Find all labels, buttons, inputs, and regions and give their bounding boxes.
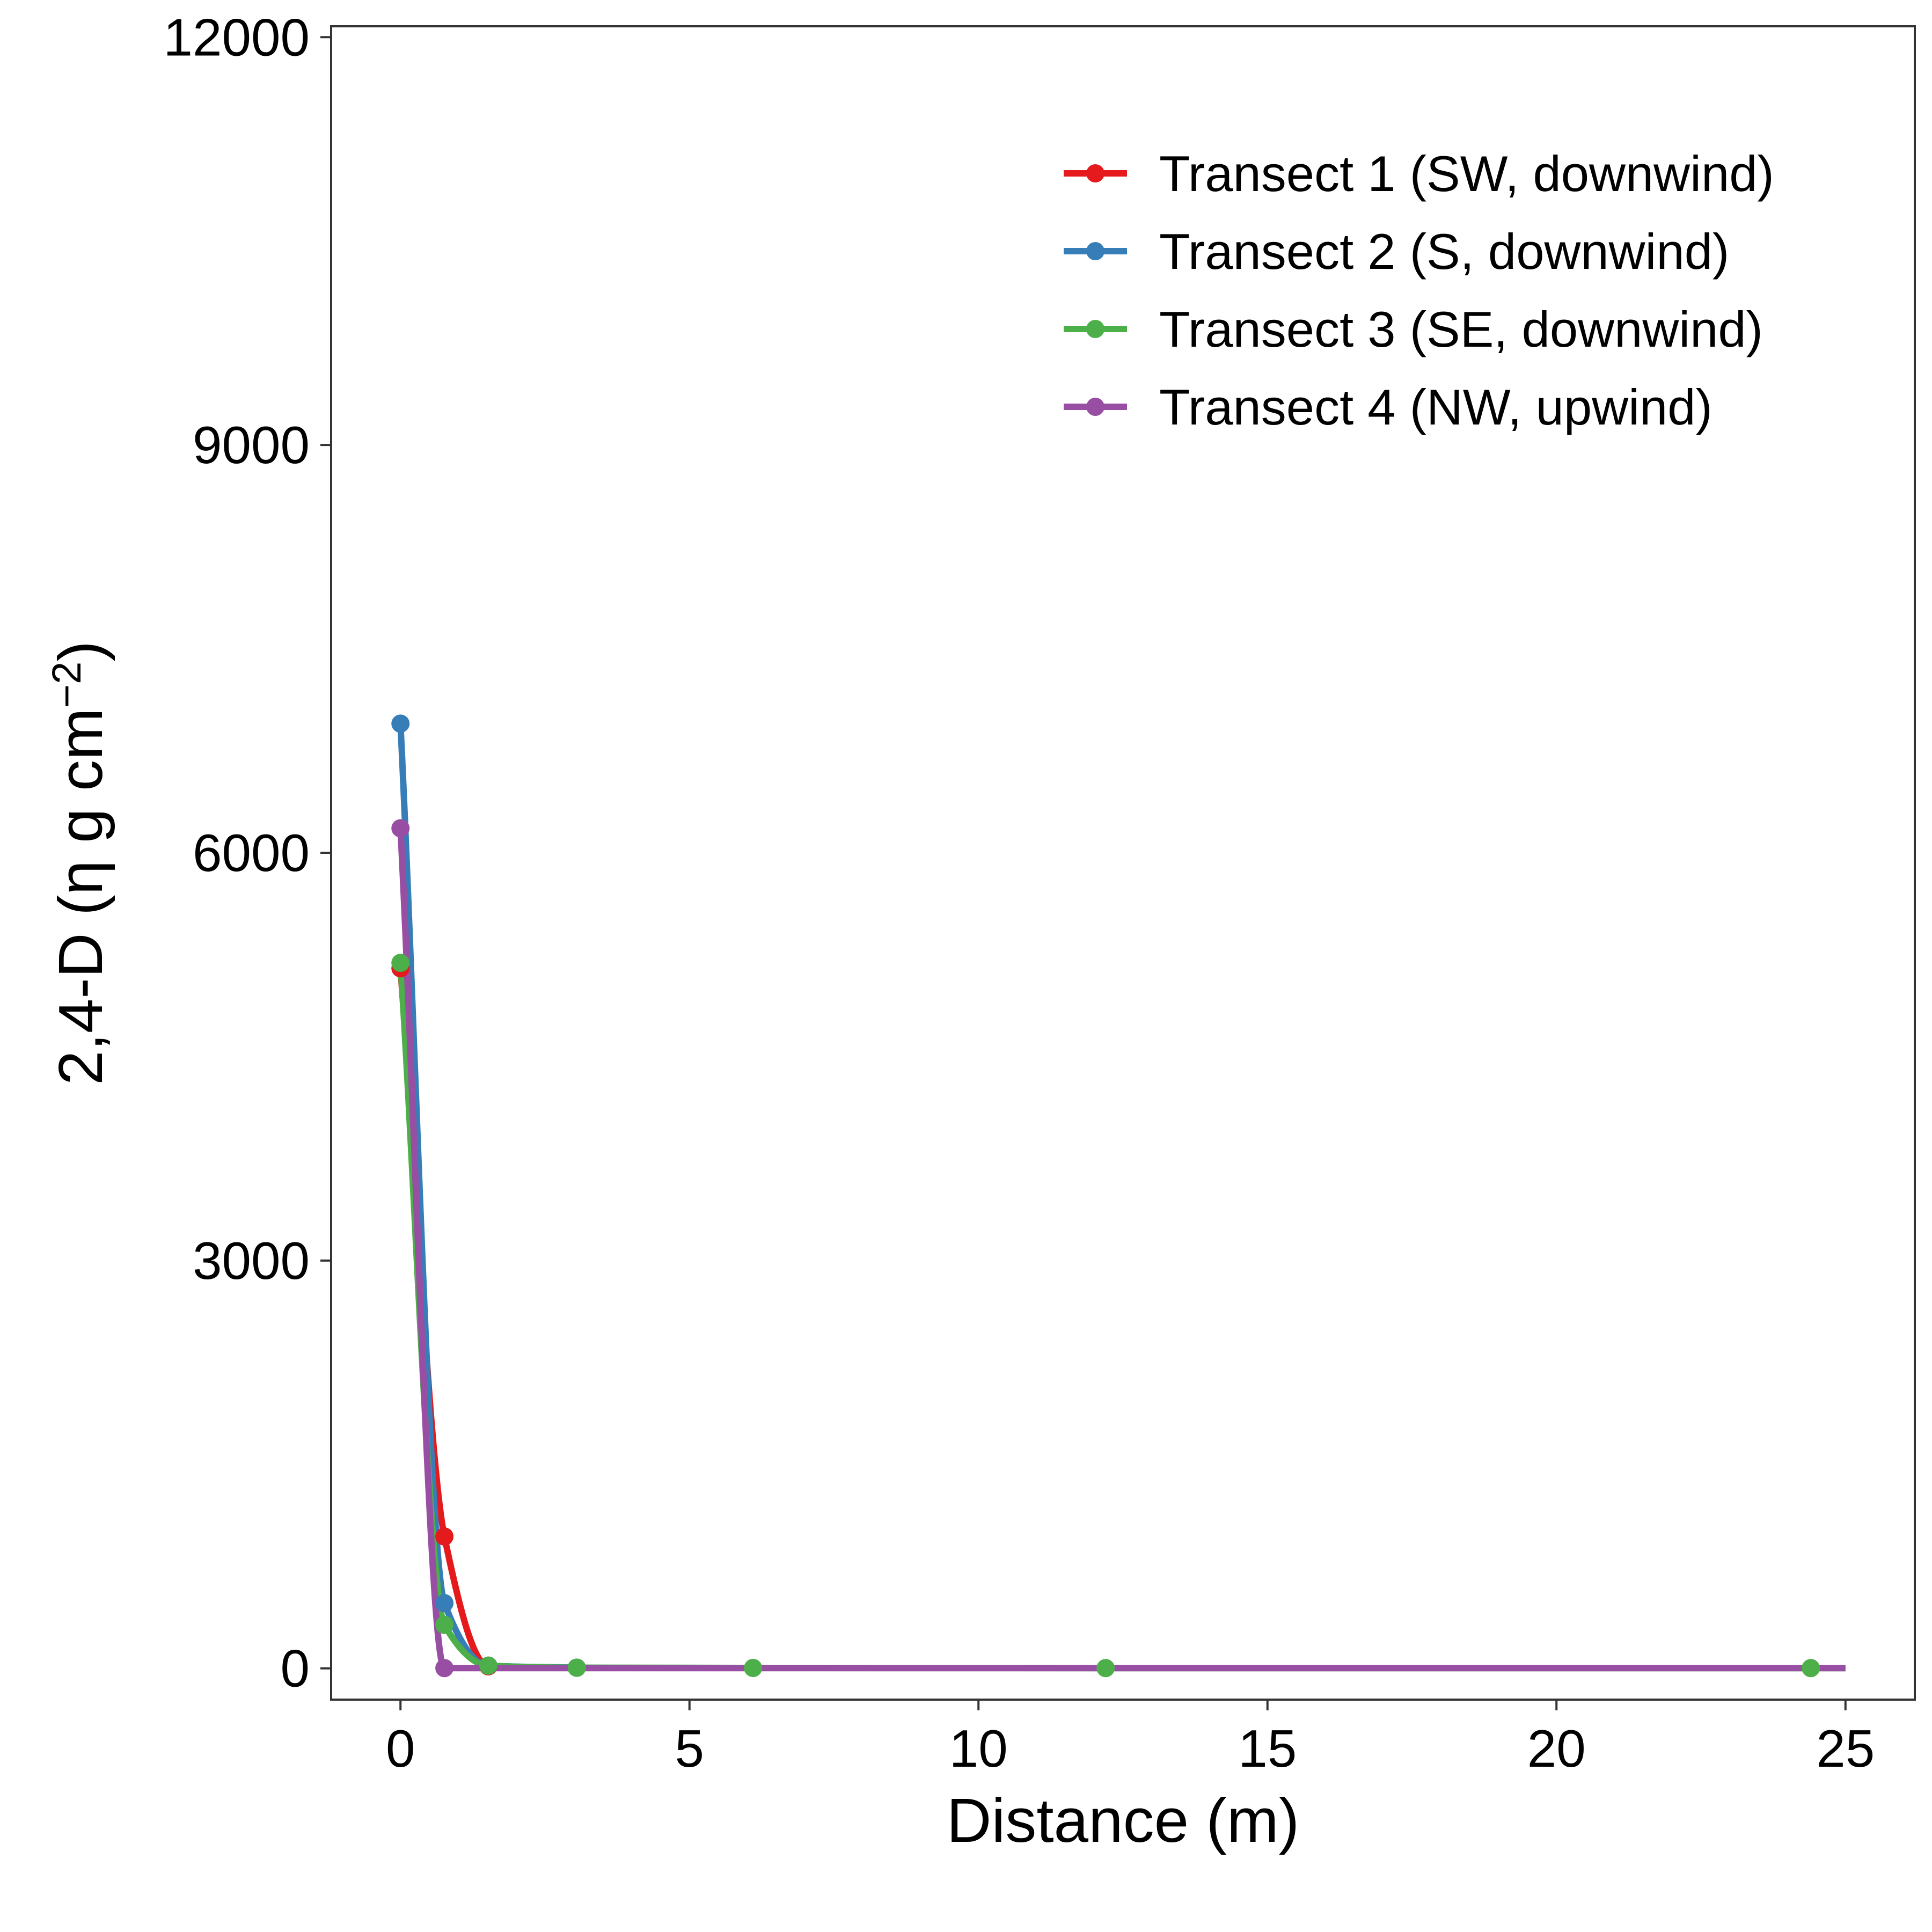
plot-panel-border [330, 25, 1916, 1701]
legend-label-2: Transect 2 (S, downwind) [1159, 223, 1729, 280]
legend-label-1: Transect 1 (SW, downwind) [1159, 145, 1774, 202]
x-tick-label: 20 [1527, 1719, 1586, 1778]
series-line-3 [397, 962, 1846, 1672]
y-axis-title-main: 2,4-D (η g cm [46, 708, 115, 1085]
series-lines [397, 723, 1846, 1672]
y-axis-title-superscript: −2 [44, 662, 90, 708]
legend-key-point-3 [1086, 320, 1104, 338]
series-4-point [391, 819, 410, 838]
legend: Transect 1 (SW, downwind) Transect 2 (S, … [1064, 145, 1774, 435]
series-3-point [1802, 1659, 1820, 1678]
y-tick-label: 6000 [193, 823, 310, 882]
x-tick-label: 10 [949, 1719, 1008, 1778]
series-line-2 [397, 723, 577, 1671]
series-line-4 [397, 828, 1846, 1672]
x-tick-label: 0 [386, 1719, 415, 1778]
series-3-point [435, 1615, 454, 1634]
series-4-point [435, 1659, 454, 1678]
legend-label-4: Transect 4 (NW, upwind) [1159, 379, 1713, 435]
series-2-point [435, 1594, 454, 1613]
legend-key-point-4 [1086, 398, 1104, 416]
series-3-point [567, 1658, 586, 1677]
series-2-point [391, 714, 410, 733]
axes: 0 5 10 15 20 25 0 3000 6000 9000 12000 [163, 8, 1875, 1778]
y-tick-label: 0 [280, 1639, 310, 1698]
y-tick-label: 9000 [193, 415, 310, 474]
x-tick-label: 15 [1238, 1719, 1297, 1778]
series-3-point [479, 1656, 497, 1675]
legend-label-3: Transect 3 (SE, downwind) [1159, 301, 1763, 357]
legend-key-point-2 [1086, 242, 1104, 260]
y-tick-label: 3000 [193, 1231, 310, 1290]
x-tick-label: 5 [675, 1719, 704, 1778]
y-tick-label: 12000 [163, 8, 310, 67]
y-axis-title-close: ) [46, 641, 115, 662]
x-tick-label: 25 [1816, 1719, 1875, 1778]
series-3-point [1096, 1659, 1115, 1678]
series-3-point [744, 1658, 763, 1677]
series-points [391, 714, 1820, 1678]
legend-key-point-1 [1086, 164, 1104, 182]
series-3-point [391, 954, 410, 972]
y-axis-title: 2,4-D (η g cm−2) [44, 641, 115, 1085]
series-1-point [435, 1527, 454, 1546]
x-axis-title: Distance (m) [947, 1785, 1299, 1855]
